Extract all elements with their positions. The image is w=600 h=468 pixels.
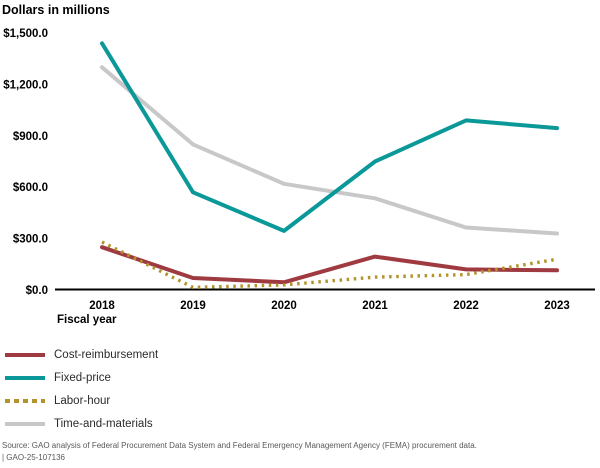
source-line-1: Source: GAO analysis of Federal Procurem… [2, 441, 477, 450]
x-tick-label: 2023 [544, 300, 570, 312]
legend-swatch-cost-reimbursement [5, 353, 45, 357]
x-tick-label: 2020 [271, 300, 297, 312]
line-chart: $1,500.0 $1,200.0 $900.0 $600.0 $300.0 $0.0 20… [3, 28, 595, 312]
legend-item-cost-reimbursement: Cost-reimbursement [5, 348, 158, 362]
series-line-time-and-materials [100, 65, 559, 236]
source-line-2: | GAO-25-107136 [2, 453, 66, 462]
x-tick-label: 2021 [362, 300, 388, 312]
y-tick-label: $1,500.0 [3, 28, 48, 40]
legend-swatch-time-and-materials [5, 422, 45, 426]
x-tick-label: 2022 [453, 300, 479, 312]
y-tick-label: $0.0 [26, 285, 48, 297]
y-tick-label: $300.0 [13, 234, 48, 246]
series-line-fixed-price [100, 41, 559, 233]
chart-title: Dollars in millions [2, 3, 110, 17]
chart-legend: Cost-reimbursement Fixed-price Labor-hou… [5, 348, 158, 440]
legend-swatch-fixed-price [5, 376, 45, 380]
legend-label: Cost-reimbursement [54, 349, 159, 361]
y-tick-label: $1,200.0 [3, 79, 48, 91]
legend-label: Fixed-price [54, 372, 111, 384]
series-line-labor-hour [101, 240, 558, 290]
legend-swatch-labor-hour [5, 399, 45, 403]
series-line-cost-reimbursement [100, 245, 559, 285]
y-tick-label: $900.0 [13, 131, 48, 143]
legend-item-fixed-price: Fixed-price [5, 371, 158, 385]
x-tick-label: 2019 [180, 300, 206, 312]
legend-item-labor-hour: Labor-hour [5, 394, 158, 408]
legend-label: Labor-hour [54, 395, 111, 407]
legend-item-time-and-materials: Time-and-materials [5, 417, 158, 431]
y-tick-label: $600.0 [13, 182, 48, 194]
x-tick-label: 2018 [89, 300, 115, 312]
source-note: Source: GAO analysis of Federal Procurem… [2, 440, 598, 464]
x-axis-title: Fiscal year [57, 314, 117, 326]
legend-label: Time-and-materials [54, 418, 153, 430]
